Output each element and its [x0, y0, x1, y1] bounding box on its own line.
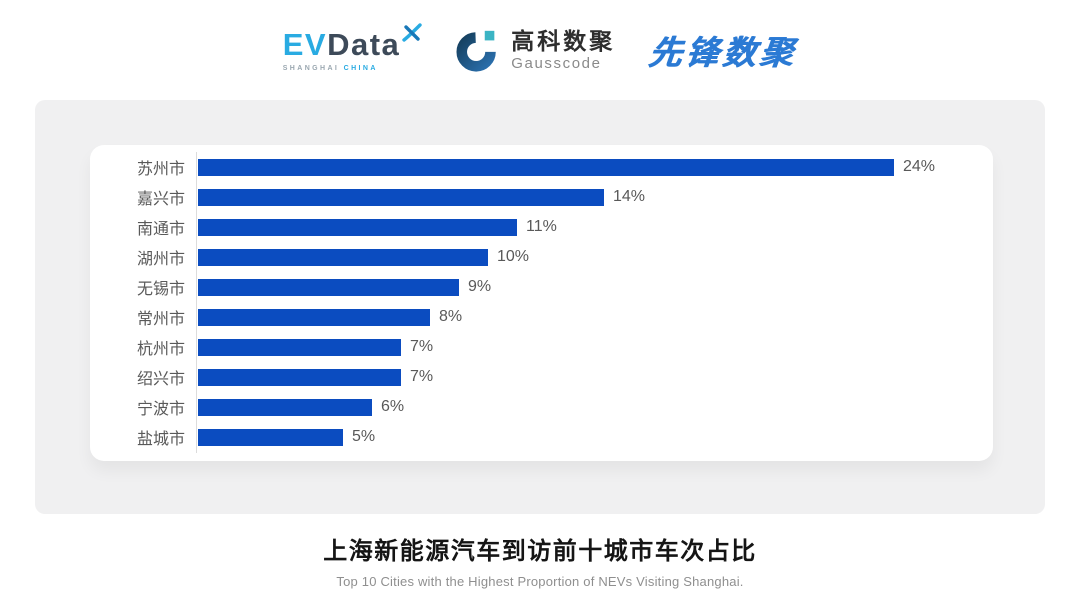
gausscode-g-mark-icon — [456, 30, 497, 72]
evdata-sub-china: CHINA — [343, 64, 378, 72]
chart-card: 苏州市 24% 嘉兴市 14% 南通市 11% 湖州市 10% 无锡市 9% 常州市 8% 杭州市 7% 绍… — [90, 145, 993, 461]
evdata-logo: EV Data SHANGHAI CHINA — [282, 22, 423, 72]
category-label: 嘉兴市 — [136, 191, 185, 208]
value-label: 11% — [526, 218, 557, 235]
category-label: 湖州市 — [136, 251, 185, 268]
bar — [198, 158, 894, 176]
evdata-sub-shanghai: SHANGHAI — [282, 64, 340, 72]
chart-row: 无锡市 9% — [90, 272, 981, 302]
value-label: 10% — [497, 248, 530, 265]
bar-area: 8% — [196, 308, 981, 326]
bar-area: 7% — [196, 368, 981, 386]
evdata-logo-ev-text: EV — [282, 26, 328, 62]
value-label: 14% — [613, 188, 646, 205]
chart-row: 嘉兴市 14% — [90, 182, 981, 212]
gausscode-cn-text: 高科数聚 — [511, 27, 616, 54]
bar — [198, 308, 430, 326]
bar-area: 11% — [196, 218, 981, 236]
bar-area: 10% — [196, 248, 981, 266]
chart-row: 湖州市 10% — [90, 242, 981, 272]
category-label: 常州市 — [136, 311, 185, 328]
bar — [198, 338, 401, 356]
chart-title: 上海新能源汽车到访前十城市车次占比 — [323, 538, 757, 565]
bar-area: 24% — [196, 158, 981, 176]
category-label: 盐城市 — [136, 431, 185, 448]
gausscode-logo: 高科数聚 Gausscode — [456, 27, 615, 73]
chart-panel: 苏州市 24% 嘉兴市 14% 南通市 11% 湖州市 10% 无锡市 9% 常州市 8% 杭州市 7% 绍… — [35, 100, 1045, 514]
value-label: 5% — [352, 428, 376, 445]
bar — [198, 428, 343, 446]
bar — [198, 398, 372, 416]
bar — [198, 248, 488, 266]
chart-row: 宁波市 6% — [90, 392, 981, 422]
chart-row: 南通市 11% — [90, 212, 981, 242]
y-axis-line — [196, 152, 197, 453]
value-label: 7% — [410, 338, 434, 355]
category-label: 绍兴市 — [136, 371, 185, 388]
category-label: 杭州市 — [136, 341, 185, 358]
chart-row: 盐城市 5% — [90, 422, 981, 452]
category-label: 苏州市 — [136, 161, 185, 178]
category-label: 宁波市 — [136, 401, 185, 418]
bar — [198, 218, 517, 236]
chart-rows: 苏州市 24% 嘉兴市 14% 南通市 11% 湖州市 10% 无锡市 9% 常州市 8% 杭州市 7% 绍… — [90, 152, 981, 452]
bar-area: 6% — [196, 398, 981, 416]
bar-area: 5% — [196, 428, 981, 446]
chart-row: 苏州市 24% — [90, 152, 981, 182]
value-label: 7% — [410, 368, 434, 385]
chart-row: 杭州市 7% — [90, 332, 981, 362]
bar-area: 7% — [196, 338, 981, 356]
chart-row: 绍兴市 7% — [90, 362, 981, 392]
value-label: 6% — [381, 398, 405, 415]
category-label: 南通市 — [136, 221, 185, 238]
xianfeng-shuju-logo: 先锋数聚 — [647, 34, 799, 71]
brand-header: EV Data SHANGHAI CHINA 高科数聚 Gauss — [0, 0, 1080, 100]
value-label: 8% — [439, 308, 463, 325]
evdata-x-mark-icon — [402, 22, 422, 42]
gausscode-en-text: Gausscode — [511, 54, 602, 72]
bar-chart: 苏州市 24% 嘉兴市 14% 南通市 11% 湖州市 10% 无锡市 9% 常州市 8% 杭州市 7% 绍… — [90, 145, 993, 461]
bar-area: 14% — [196, 188, 981, 206]
chart-row: 常州市 8% — [90, 302, 981, 332]
category-label: 无锡市 — [136, 281, 185, 298]
bar — [198, 278, 459, 296]
bar — [198, 188, 604, 206]
bar — [198, 368, 401, 386]
value-label: 24% — [903, 158, 936, 175]
value-label: 9% — [467, 278, 492, 295]
caption-block: 上海新能源汽车到访前十城市车次占比 Top 10 Cities with the… — [0, 531, 1080, 589]
evdata-logo-data-text: Data — [327, 26, 401, 62]
chart-subtitle: Top 10 Cities with the Highest Proportio… — [336, 574, 744, 589]
bar-area: 9% — [196, 278, 981, 296]
